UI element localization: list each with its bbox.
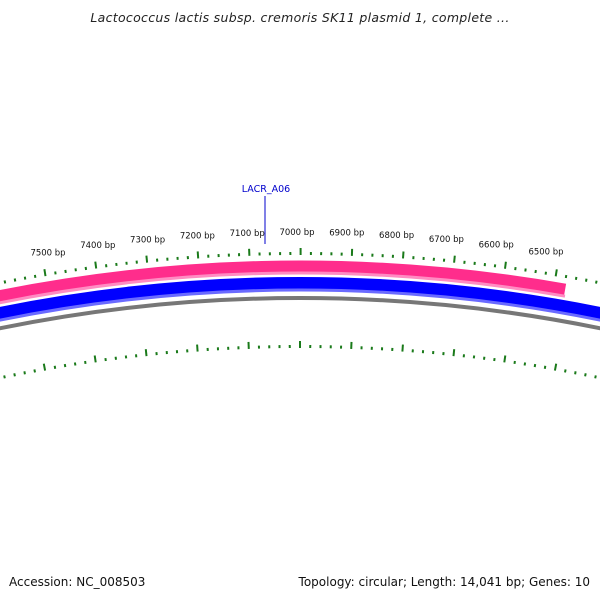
inner-tick-mark <box>42 363 47 371</box>
outer-tick-mark <box>504 261 507 269</box>
inner-tick-mark <box>73 362 77 366</box>
outer-tick-mark <box>196 251 200 259</box>
inner-tick-mark <box>584 373 587 377</box>
inner-tick-ring <box>3 341 597 379</box>
inner-tick-mark <box>401 344 404 352</box>
forward-strand-feature[interactable] <box>0 260 567 305</box>
outer-tick-mark <box>585 278 588 282</box>
inner-tick-mark <box>503 355 507 363</box>
tick-label-ring: 7500 bp 7400 bp 7300 bp 7200 bp 7100 bp 7000 … <box>30 228 563 258</box>
outer-tick-mark <box>33 274 37 278</box>
outer-tick-mark <box>554 269 558 277</box>
forward-strand-feature-highlight <box>0 271 566 305</box>
gene-label-lacr-a06[interactable]: LACR_A06 <box>242 184 290 195</box>
reverse-strand-feature[interactable] <box>0 276 600 323</box>
inner-tick-mark <box>196 344 199 352</box>
topology-summary-text: Topology: circular; Length: 14,041 bp; G… <box>298 575 590 589</box>
outer-tick-mark <box>94 261 98 269</box>
inner-tick-mark <box>523 362 527 366</box>
outer-tick-mark <box>13 278 17 282</box>
inner-tick-mark <box>574 371 577 375</box>
tick-label: 7100 bp <box>230 229 265 239</box>
outer-tick-mark <box>145 255 149 263</box>
tick-label: 7500 bp <box>30 248 65 258</box>
tick-label: 6800 bp <box>379 231 414 241</box>
tick-label: 7300 bp <box>130 235 165 245</box>
inner-tick-mark <box>23 371 26 375</box>
outer-tick-mark <box>595 280 598 284</box>
inner-tick-mark <box>452 349 456 357</box>
inner-tick-mark <box>13 373 16 377</box>
tick-label: 7400 bp <box>80 241 115 251</box>
outer-tick-ring <box>3 248 598 284</box>
outer-tick-mark <box>534 269 537 274</box>
tick-label: 6500 bp <box>528 248 563 258</box>
tick-label: 6600 bp <box>479 240 514 250</box>
inner-tick-mark <box>33 369 36 373</box>
outer-tick-mark <box>23 276 27 280</box>
outer-tick-mark <box>84 266 88 271</box>
tick-label: 6700 bp <box>429 235 464 245</box>
outer-tick-mark <box>43 269 47 277</box>
outer-tick-mark <box>402 251 405 259</box>
inner-tick-mark <box>533 363 537 368</box>
inner-tick-mark <box>543 365 547 369</box>
tick-label: 7200 bp <box>180 231 215 241</box>
inner-tick-mark <box>3 375 6 379</box>
inner-tick-mark <box>144 349 148 357</box>
inner-tick-mark <box>594 375 597 379</box>
inner-tick-mark <box>93 355 97 363</box>
inner-tick-mark <box>564 369 567 373</box>
outer-tick-mark <box>453 255 456 263</box>
reverse-strand-feature-highlight <box>0 288 600 322</box>
inner-tick-mark <box>553 363 558 371</box>
map-title: Lactococcus lactis subsp. cremoris SK11 … <box>90 10 510 25</box>
outer-tick-mark <box>64 269 67 274</box>
backbone-ring <box>0 296 600 331</box>
tick-label: 7000 bp <box>279 228 314 238</box>
outer-tick-mark <box>574 276 578 280</box>
inner-tick-mark <box>63 363 67 368</box>
tick-label: 6900 bp <box>329 229 364 239</box>
outer-tick-mark <box>3 280 7 284</box>
accession-text: Accession: NC_008503 <box>9 575 146 589</box>
outer-tick-mark <box>564 274 568 279</box>
inner-tick-mark <box>53 365 57 369</box>
